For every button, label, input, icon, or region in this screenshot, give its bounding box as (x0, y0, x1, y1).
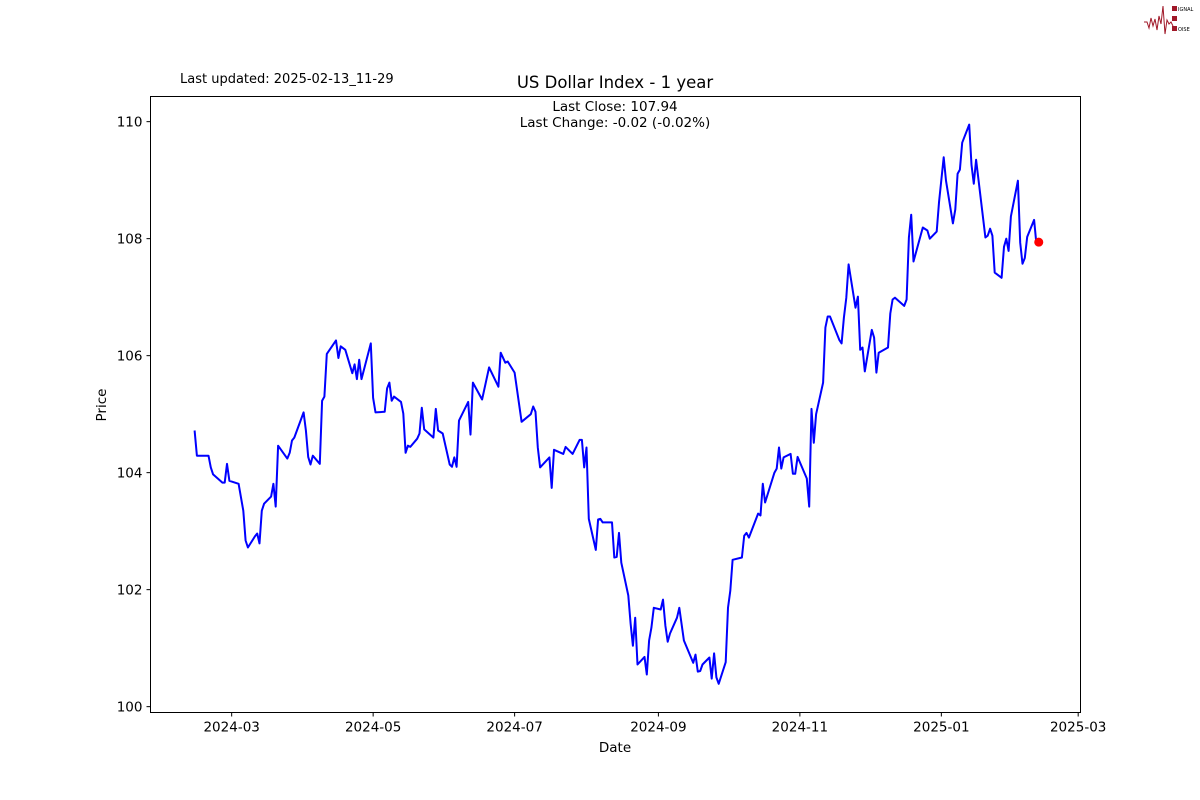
y-tick-label: 100 (117, 700, 143, 716)
signal-2-noise-logo: IGNAL OISE (1144, 5, 1194, 35)
x-axis-label: Date (599, 740, 631, 756)
plot-frame (150, 96, 1081, 713)
x-tick-label: 2024-05 (345, 720, 401, 736)
x-tick-label: 2024-03 (203, 720, 259, 736)
last-close-marker (1034, 237, 1044, 247)
x-tick-label: 2025-03 (1050, 720, 1106, 736)
y-tick-label: 102 (117, 583, 143, 599)
x-tick-label: 2024-07 (486, 720, 542, 736)
price-line (193, 123, 1040, 685)
y-tick-label: 104 (117, 466, 143, 482)
y-axis-label: Price (94, 389, 110, 422)
y-tick-label: 106 (117, 349, 143, 365)
x-tick-label: 2024-09 (630, 720, 686, 736)
svg-text:OISE: OISE (1178, 27, 1190, 33)
last-updated-label: Last updated: 2025-02-13_11-29 (180, 72, 394, 87)
chart-title: US Dollar Index - 1 year (517, 73, 714, 92)
last-change-annotation: Last Change: -0.02 (-0.02%) (520, 115, 710, 131)
last-close-annotation: Last Close: 107.94 (552, 99, 677, 115)
x-tick-label: 2025-01 (913, 720, 969, 736)
y-tick-label: 108 (117, 232, 143, 248)
svg-text:IGNAL: IGNAL (1178, 7, 1194, 13)
x-tick-label: 2024-11 (772, 720, 828, 736)
y-tick-label: 110 (117, 115, 143, 131)
